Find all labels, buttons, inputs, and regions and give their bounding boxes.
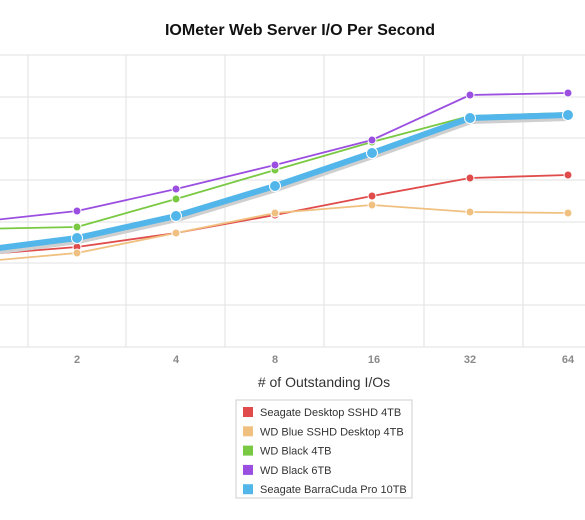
x-axis-ticks: 2 4 8 16 32 64 bbox=[74, 354, 575, 366]
data-point bbox=[366, 147, 378, 159]
data-point bbox=[367, 135, 377, 145]
chart-title: IOMeter Web Server I/O Per Second bbox=[165, 22, 435, 39]
legend-label: WD Black 4TB bbox=[260, 446, 332, 458]
legend-label: WD Blue SSHD Desktop 4TB bbox=[260, 426, 404, 438]
x-tick-label: 16 bbox=[368, 354, 380, 366]
legend-swatch bbox=[243, 426, 253, 437]
legend-box bbox=[235, 399, 413, 499]
legend: Seagate Desktop SSHD 4TB WD Blue SSHD Des… bbox=[235, 399, 413, 499]
legend-swatch bbox=[243, 407, 253, 417]
data-point bbox=[464, 112, 476, 124]
legend-swatch bbox=[243, 445, 253, 456]
data-point bbox=[562, 109, 574, 121]
data-point bbox=[563, 88, 573, 98]
plot-area bbox=[0, 55, 585, 347]
data-point bbox=[563, 170, 573, 180]
data-point bbox=[171, 194, 181, 204]
data-point bbox=[465, 207, 475, 217]
data-point bbox=[367, 191, 377, 201]
data-point bbox=[270, 160, 280, 170]
legend-swatch bbox=[243, 464, 253, 475]
data-point bbox=[72, 206, 82, 216]
data-point bbox=[72, 248, 82, 258]
data-point bbox=[270, 208, 280, 218]
x-axis-label: # of Outstanding I/Os bbox=[258, 374, 390, 390]
grid bbox=[0, 54, 585, 348]
x-tick-label: 8 bbox=[272, 354, 278, 366]
legend-label: WD Black 6TB bbox=[260, 465, 332, 477]
x-tick-label: 32 bbox=[464, 354, 476, 366]
data-point bbox=[170, 210, 182, 222]
data-point bbox=[563, 208, 573, 218]
data-point bbox=[71, 232, 83, 244]
data-point bbox=[367, 200, 377, 210]
data-point bbox=[171, 228, 181, 238]
series-group bbox=[0, 88, 574, 261]
legend-label: Seagate Desktop SSHD 4TB bbox=[260, 407, 401, 419]
x-tick-label: 64 bbox=[562, 354, 575, 366]
data-point bbox=[171, 184, 181, 194]
x-tick-label: 4 bbox=[173, 354, 180, 366]
data-point bbox=[269, 180, 281, 192]
data-point bbox=[465, 173, 475, 183]
data-point bbox=[72, 222, 82, 232]
legend-label: Seagate BarraCuda Pro 10TB bbox=[260, 484, 407, 496]
data-point bbox=[465, 90, 475, 100]
legend-swatch bbox=[243, 484, 253, 495]
x-tick-label: 2 bbox=[74, 354, 80, 366]
